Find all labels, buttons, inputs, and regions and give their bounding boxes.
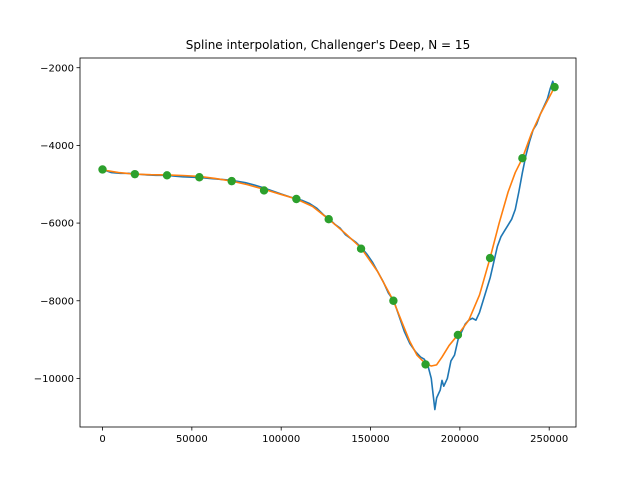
data-point: [453, 330, 463, 340]
chart-title: Spline interpolation, Challenger's Deep,…: [186, 38, 470, 52]
y-tick-label: −2000: [40, 63, 74, 74]
data-point: [162, 171, 172, 180]
data-point: [421, 360, 430, 369]
x-tick-label: 200000: [441, 434, 479, 445]
y-tick-label: −4000: [40, 141, 74, 152]
data-point: [389, 296, 398, 305]
x-axis: 0 50000 100000 150000 200000 250000: [99, 427, 568, 445]
data-point: [518, 154, 527, 163]
y-tick-label: −10000: [34, 374, 74, 385]
y-axis: −10000 −8000 −6000 −4000 −2000: [34, 63, 80, 385]
x-tick-label: 100000: [262, 434, 300, 445]
x-tick-label: 50000: [176, 434, 208, 445]
x-tick-label: 0: [99, 434, 105, 445]
data-point: [98, 165, 107, 174]
data-point: [550, 82, 559, 92]
data-point: [292, 194, 301, 204]
series-line-1: [101, 86, 556, 367]
plot-area: [98, 80, 559, 411]
series-layer: [98, 80, 559, 411]
x-tick-label: 250000: [530, 434, 568, 445]
data-point: [130, 169, 140, 179]
y-tick-label: −8000: [40, 296, 74, 307]
data-point: [195, 173, 204, 182]
data-point: [259, 186, 269, 195]
data-point: [227, 176, 236, 186]
data-point: [324, 214, 333, 224]
data-point: [356, 244, 366, 253]
axes-frame: [79, 57, 577, 428]
y-tick-label: −6000: [40, 219, 74, 230]
x-tick-label: 150000: [351, 434, 389, 445]
data-point: [485, 253, 495, 263]
